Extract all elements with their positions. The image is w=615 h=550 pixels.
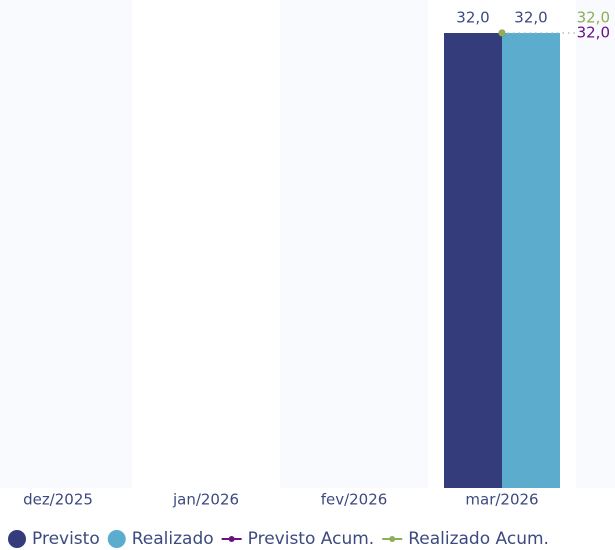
x-tick-label: jan/2026 xyxy=(172,491,239,509)
value-label: 32,0 xyxy=(577,24,610,42)
legend-swatch xyxy=(107,530,126,548)
legend-label: Realizado Acum. xyxy=(408,529,549,549)
legend-label: Previsto Acum. xyxy=(248,529,375,549)
legend-swatch-dot xyxy=(389,536,396,542)
x-tick-label: fev/2026 xyxy=(321,491,388,509)
value-label: 32,0 xyxy=(514,9,547,27)
legend-swatch-dot xyxy=(228,536,235,542)
legend-label: Realizado xyxy=(132,529,214,549)
value-label: 32,0 xyxy=(456,9,489,27)
line-point xyxy=(498,29,506,37)
column-stripe xyxy=(0,0,132,488)
legend-swatch xyxy=(8,530,26,548)
x-tick-label: dez/2025 xyxy=(23,491,93,509)
column-stripe xyxy=(280,0,428,488)
bar xyxy=(444,33,502,488)
bar xyxy=(502,33,560,488)
value-label: 32,0 xyxy=(577,9,610,27)
legend-label: Previsto xyxy=(32,529,100,549)
right-stripe xyxy=(576,0,615,488)
x-tick-label: mar/2026 xyxy=(465,491,538,509)
